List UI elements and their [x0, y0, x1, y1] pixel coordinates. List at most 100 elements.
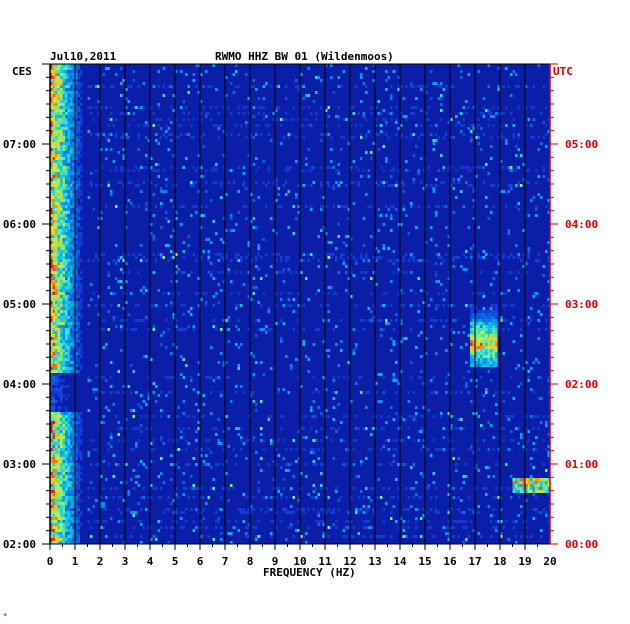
- spectrogram-cell: [430, 184, 433, 187]
- spectrogram-cell: [65, 421, 68, 424]
- spectrogram-cell: [50, 250, 53, 253]
- spectrogram-cell: [52, 196, 55, 199]
- spectrogram-cell: [72, 496, 75, 499]
- spectrogram-cell: [507, 418, 510, 421]
- spectrogram-cell: [385, 124, 388, 127]
- spectrogram-cell: [310, 169, 313, 172]
- spectrogram-cell: [212, 277, 215, 280]
- spectrogram-cell: [75, 115, 78, 118]
- spectrogram-cell: [442, 292, 445, 295]
- spectrogram-cell: [487, 358, 490, 361]
- spectrogram-cell: [57, 472, 60, 475]
- spectrogram-cell: [67, 415, 70, 418]
- spectrogram-cell: [127, 313, 130, 316]
- spectrogram-cell: [522, 265, 525, 268]
- spectrogram-cell: [342, 259, 345, 262]
- spectrogram-cell: [290, 487, 293, 490]
- spectrogram-cell: [77, 433, 80, 436]
- spectrogram-cell: [457, 496, 460, 499]
- spectrogram-cell: [110, 487, 113, 490]
- spectrogram-cell: [447, 484, 450, 487]
- spectrogram-cell: [160, 202, 163, 205]
- spectrogram-cell: [205, 181, 208, 184]
- left-timezone-label: CES: [12, 65, 32, 78]
- spectrogram-cell: [285, 256, 288, 259]
- spectrogram-cell: [52, 463, 55, 466]
- spectrogram-cell: [482, 346, 485, 349]
- spectrogram-cell: [57, 85, 60, 88]
- spectrogram-cell: [427, 166, 430, 169]
- spectrogram-cell: [55, 391, 58, 394]
- spectrogram-cell: [395, 439, 398, 442]
- spectrogram-cell: [507, 169, 510, 172]
- spectrogram-cell: [57, 346, 60, 349]
- spectrogram-cell: [245, 187, 248, 190]
- spectrogram-cell: [297, 211, 300, 214]
- spectrogram-cell: [65, 64, 68, 67]
- spectrogram-cell: [60, 511, 63, 514]
- spectrogram-cell: [57, 103, 60, 106]
- spectrogram-cell: [77, 295, 80, 298]
- spectrogram-cell: [365, 271, 368, 274]
- spectrogram-cell: [342, 262, 345, 265]
- spectrogram-cell: [392, 505, 395, 508]
- spectrogram-cell: [530, 487, 533, 490]
- spectrogram-cell: [195, 292, 198, 295]
- spectrogram-cell: [60, 142, 63, 145]
- spectrogram-cell: [205, 70, 208, 73]
- spectrogram-cell: [75, 151, 78, 154]
- spectrogram-cell: [230, 217, 233, 220]
- spectrogram-cell: [55, 424, 58, 427]
- spectrogram-cell: [67, 343, 70, 346]
- spectrogram-cell: [70, 361, 73, 364]
- spectrogram-cell: [67, 361, 70, 364]
- spectrogram-cell: [125, 88, 128, 91]
- spectrogram-cell: [485, 334, 488, 337]
- spectrogram-cell: [95, 448, 98, 451]
- spectrogram-cell: [60, 109, 63, 112]
- spectrogram-cell: [75, 154, 78, 157]
- spectrogram-cell: [62, 358, 65, 361]
- spectrogram-cell: [80, 427, 83, 430]
- spectrogram-cell: [207, 256, 210, 259]
- spectrogram-cell: [52, 67, 55, 70]
- chart-date: Jul10,2011: [50, 50, 117, 63]
- spectrogram-cell: [50, 514, 53, 517]
- spectrogram-cell: [477, 415, 480, 418]
- spectrogram-cell: [77, 250, 80, 253]
- spectrogram-cell: [55, 361, 58, 364]
- spectrogram-cell: [145, 427, 148, 430]
- spectrogram-cell: [200, 520, 203, 523]
- spectrogram-cell: [115, 391, 118, 394]
- spectrogram-cell: [220, 391, 223, 394]
- spectrogram-cell: [260, 133, 263, 136]
- spectrogram-cell: [55, 457, 58, 460]
- spectrogram-cell: [57, 298, 60, 301]
- spectrogram-cell: [70, 352, 73, 355]
- spectrogram-cell: [97, 463, 100, 466]
- spectrogram-cell: [395, 181, 398, 184]
- spectrogram-cell: [440, 82, 443, 85]
- spectrogram-cell: [297, 205, 300, 208]
- spectrogram-cell: [50, 376, 53, 379]
- spectrogram-cell: [417, 496, 420, 499]
- spectrogram-cell: [75, 169, 78, 172]
- spectrogram-cell: [415, 526, 418, 529]
- spectrogram-cell: [540, 478, 543, 481]
- spectrogram-cell: [515, 487, 518, 490]
- spectrogram-cell: [295, 196, 298, 199]
- spectrogram-cell: [60, 346, 63, 349]
- spectrogram-cell: [210, 346, 213, 349]
- spectrogram-cell: [255, 124, 258, 127]
- spectrogram-cell: [135, 106, 138, 109]
- spectrogram-cell: [442, 166, 445, 169]
- spectrogram-cell: [435, 319, 438, 322]
- spectrogram-cell: [70, 457, 73, 460]
- spectrogram-cell: [75, 256, 78, 259]
- spectrogram-cell: [512, 124, 515, 127]
- spectrogram-cell: [470, 253, 473, 256]
- spectrogram-cell: [67, 259, 70, 262]
- spectrogram-cell: [132, 79, 135, 82]
- spectrogram-cell: [220, 256, 223, 259]
- spectrogram-cell: [482, 295, 485, 298]
